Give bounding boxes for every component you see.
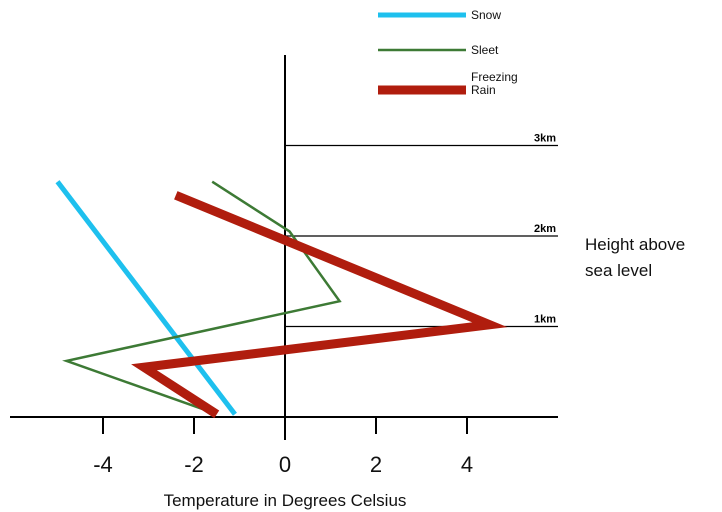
- x-tick-label: -2: [184, 452, 204, 477]
- series-line-snow: [55, 180, 237, 416]
- y-axis-title: Height above sea level: [585, 232, 685, 284]
- height-levels: 1km 2km 3km: [285, 133, 558, 328]
- legend-label-snow: Snow: [471, 8, 501, 22]
- legend-label-sleet: Sleet: [471, 43, 499, 57]
- x-axis-title: Temperature in Degrees Celsius: [164, 491, 407, 510]
- level-label-1km: 1km: [534, 314, 556, 326]
- level-label-2km: 2km: [534, 223, 556, 235]
- axes: [10, 55, 558, 440]
- x-tick-label: 2: [370, 452, 382, 477]
- level-label-3km: 3km: [534, 133, 556, 145]
- series-line-sleet: [62, 180, 342, 414]
- series-line-freezing-rain: [131, 191, 508, 419]
- x-tick-label: 0: [279, 452, 291, 477]
- x-tick-label: 4: [461, 452, 473, 477]
- y-axis-title-line-1: Height above: [585, 235, 686, 254]
- x-tick-labels: -4 -2 0 2 4: [93, 452, 473, 477]
- x-tick-label: -4: [93, 452, 113, 477]
- legend-label-freezing-rain: Freezing: [471, 70, 518, 84]
- legend-label-freezing-rain: Rain: [471, 83, 496, 97]
- y-axis-title-line-2: sea level: [585, 261, 653, 280]
- series-lines: [55, 180, 508, 419]
